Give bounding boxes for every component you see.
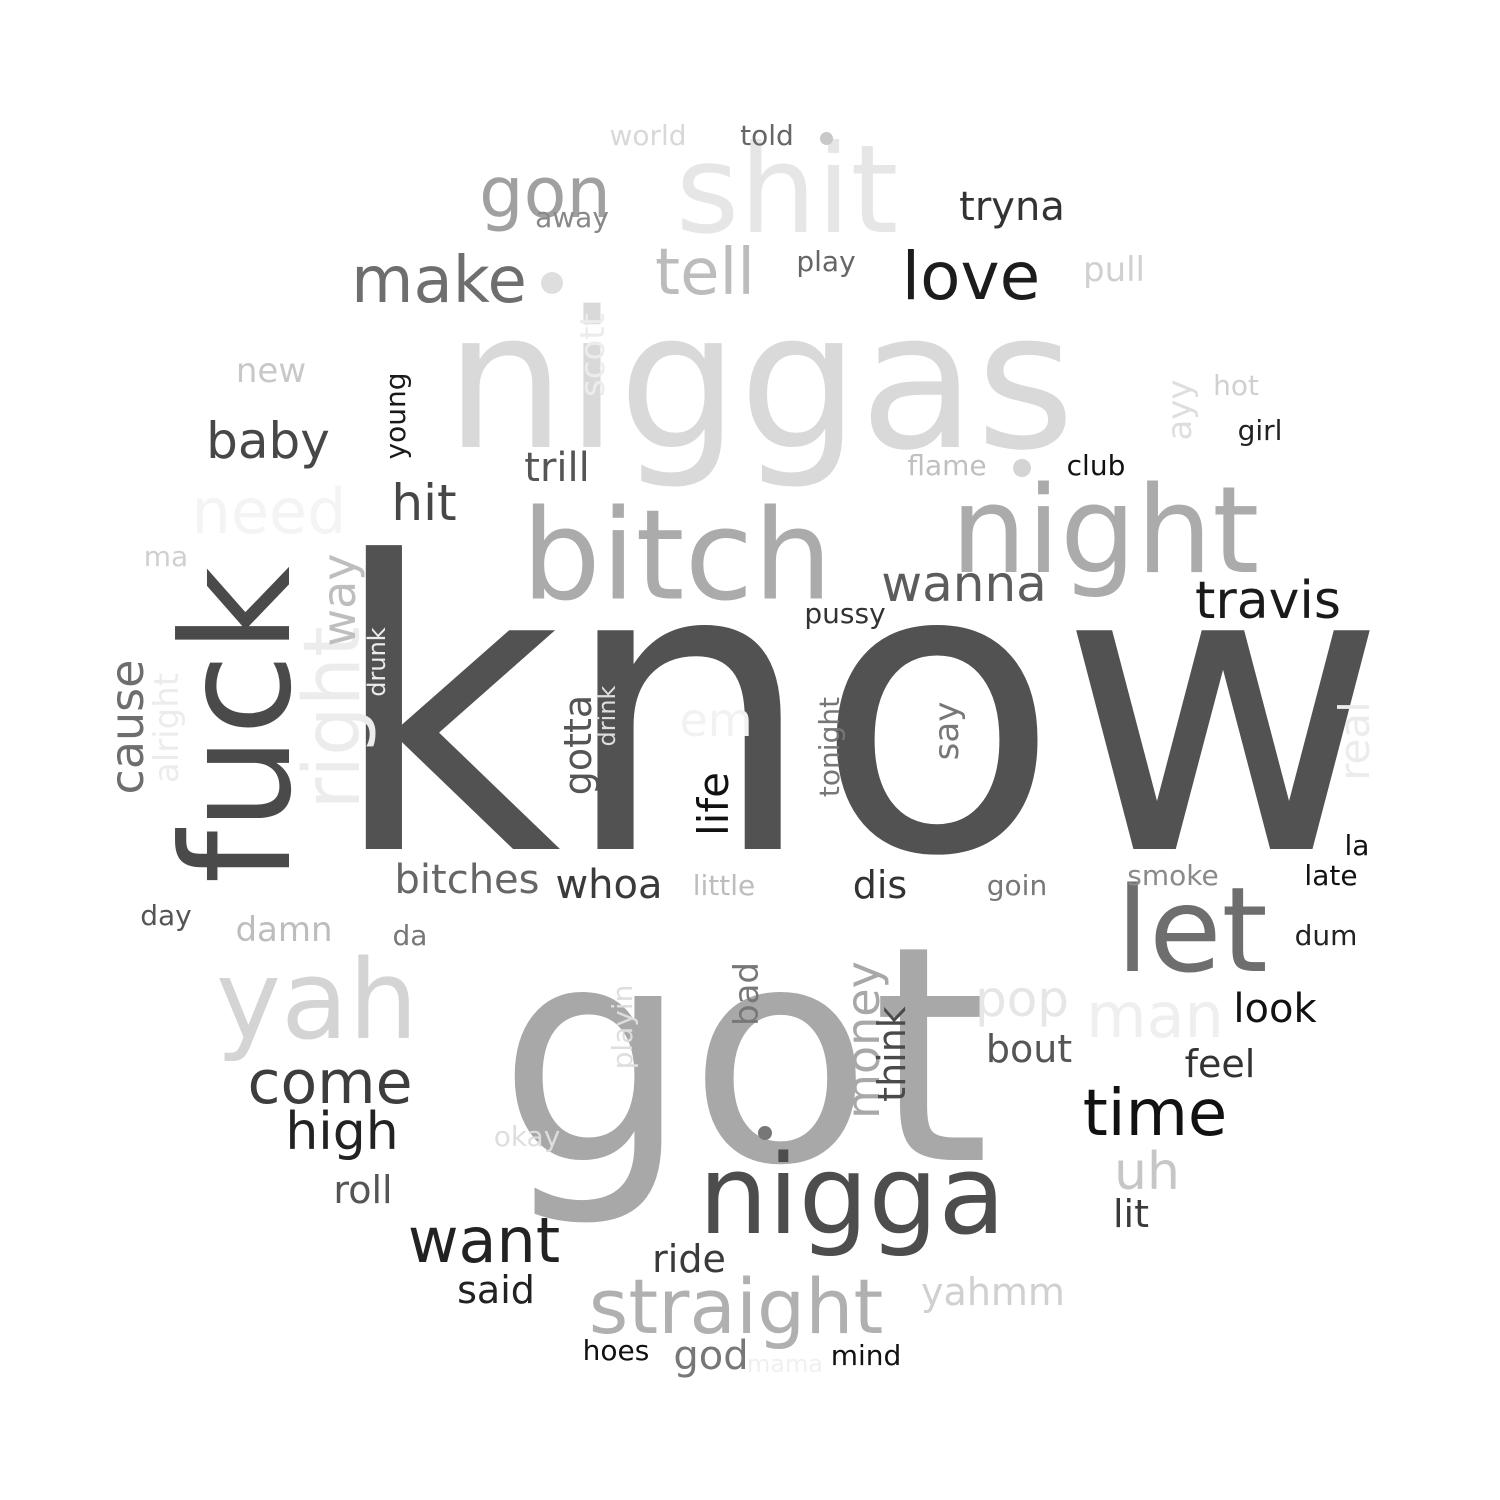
word-cause: cause: [100, 659, 154, 795]
word-okay: okay: [493, 1120, 561, 1153]
word-la: la: [1344, 829, 1370, 862]
word-travis: travis: [1195, 571, 1341, 631]
word-real: real: [1330, 701, 1379, 781]
word-trill: trill: [524, 445, 590, 491]
word-pussy: pussy: [804, 597, 886, 630]
word-man: man: [1086, 979, 1224, 1052]
word-pop: pop: [974, 970, 1070, 1028]
word-little: little: [692, 869, 756, 902]
word-feel: feel: [1184, 1042, 1256, 1086]
word-baby: baby: [206, 412, 330, 470]
word-tell: tell: [654, 236, 756, 310]
word-life: life: [689, 772, 738, 836]
word-day: day: [140, 899, 192, 932]
word-time: time: [1082, 1077, 1228, 1151]
word-want: want: [407, 1204, 561, 1277]
word-away: away: [535, 201, 609, 234]
word-straight: straight: [588, 1262, 884, 1351]
word-high: high: [285, 1102, 399, 1162]
word-uh: uh: [1114, 1142, 1180, 1202]
word-look: look: [1233, 986, 1317, 1032]
word-whoa: whoa: [555, 862, 663, 908]
word-dum: dum: [1294, 919, 1358, 952]
word-drunk: drunk: [363, 627, 391, 697]
word-say: say: [927, 701, 967, 761]
word-nigga: nigga: [698, 1131, 1006, 1259]
word-gon: gon: [479, 152, 611, 234]
word-dis: dis: [852, 863, 908, 907]
word-shit: shit: [675, 119, 899, 261]
word-ride: ride: [652, 1237, 726, 1281]
word-hit: hit: [391, 474, 457, 532]
word-mama: mama: [746, 1350, 824, 1378]
word-playin: playin: [606, 984, 639, 1070]
word-pull: pull: [1082, 250, 1146, 290]
word-goin: goin: [986, 869, 1048, 902]
word-right: right: [288, 626, 378, 810]
word-ma: ma: [143, 540, 189, 573]
word-ayy: ayy: [1160, 379, 1200, 441]
word-love: love: [901, 238, 1041, 315]
word-got: got: [498, 882, 990, 1231]
dot-mark: [758, 1126, 772, 1140]
word-god: god: [673, 1333, 749, 1379]
dot-mark: [541, 272, 563, 294]
word-hoes: hoes: [582, 1334, 650, 1367]
word-think: think: [870, 1006, 914, 1102]
word-gotta: gotta: [556, 694, 600, 796]
word-bad: bad: [727, 962, 767, 1026]
word-em: em: [679, 693, 753, 747]
word-club: club: [1066, 449, 1126, 482]
word-smoke: smoke: [1127, 859, 1219, 892]
word-play: play: [796, 245, 856, 278]
word-flame: flame: [907, 449, 987, 482]
word-come: come: [247, 1048, 413, 1118]
word-need: need: [191, 475, 347, 548]
word-yahmm: yahmm: [921, 1270, 1065, 1314]
word-bout: bout: [985, 1027, 1073, 1071]
word-way: way: [312, 553, 366, 647]
word-yah: yah: [215, 936, 419, 1064]
word-girl: girl: [1237, 414, 1283, 447]
word-night: night: [950, 462, 1260, 601]
word-damn: damn: [235, 910, 333, 950]
word-da: da: [392, 919, 428, 952]
word-niggas: niggas: [445, 271, 1075, 492]
word-bitches: bitches: [394, 857, 540, 903]
word-alright: alright: [147, 672, 187, 784]
word-know: know: [329, 479, 1387, 944]
word-new: new: [235, 351, 307, 391]
word-mind: mind: [830, 1339, 902, 1372]
dot-mark: [1013, 459, 1031, 477]
word-late: late: [1304, 859, 1358, 892]
word-tryna: tryna: [959, 184, 1065, 230]
word-tonight: tonight: [813, 696, 846, 798]
word-make: make: [351, 244, 527, 318]
word-roll: roll: [333, 1168, 393, 1212]
word-young: young: [379, 372, 412, 460]
word-lit: lit: [1112, 1192, 1150, 1236]
word-world: world: [609, 119, 687, 152]
word-hot: hot: [1213, 369, 1259, 402]
word-said: said: [457, 1268, 535, 1312]
word-wanna: wanna: [881, 555, 1047, 613]
word-let: let: [1116, 861, 1268, 999]
word-told: told: [740, 119, 794, 152]
word-drink: drink: [593, 685, 621, 747]
word-scott: scott: [573, 313, 613, 397]
dot-mark: [819, 131, 833, 145]
word-bitch: bitch: [521, 483, 833, 629]
